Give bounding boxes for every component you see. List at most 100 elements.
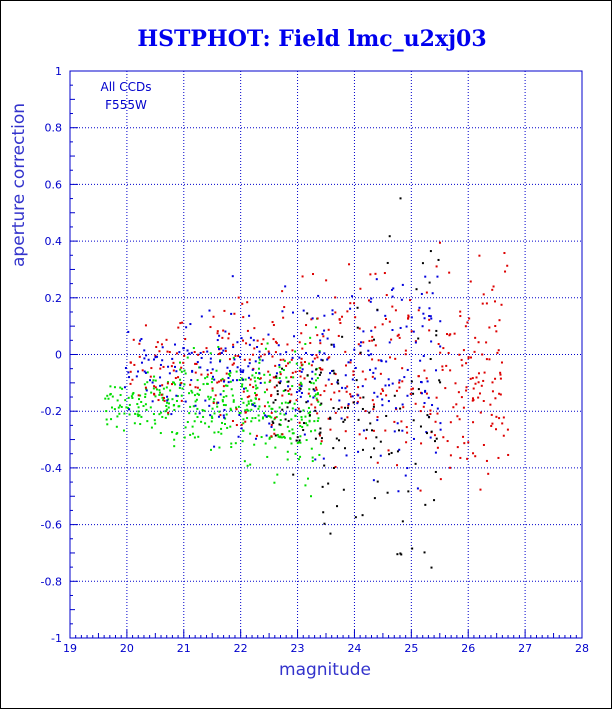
data-point: [318, 373, 321, 376]
data-point: [143, 370, 146, 373]
data-point: [331, 313, 334, 316]
data-point: [376, 461, 379, 464]
data-point: [242, 429, 245, 432]
data-point: [495, 330, 498, 333]
data-point: [401, 283, 404, 286]
data-point: [209, 357, 212, 360]
data-point: [423, 402, 426, 405]
data-point: [242, 378, 245, 381]
data-point: [271, 321, 274, 324]
data-point: [263, 405, 266, 408]
data-point: [284, 412, 287, 415]
data-point: [307, 392, 310, 395]
data-point: [435, 369, 438, 372]
data-point: [211, 389, 214, 392]
data-point: [137, 406, 140, 409]
data-point: [319, 339, 322, 342]
data-point: [128, 376, 131, 379]
data-point: [285, 376, 288, 379]
data-point: [465, 386, 468, 389]
data-point: [266, 388, 269, 391]
data-point: [291, 356, 294, 359]
data-point: [276, 390, 279, 393]
data-point: [295, 439, 298, 442]
data-point: [321, 368, 324, 371]
data-point: [137, 415, 140, 418]
data-point: [182, 347, 185, 350]
data-point: [439, 428, 442, 431]
data-point: [138, 355, 141, 358]
data-point: [481, 353, 484, 356]
data-point: [258, 377, 261, 380]
data-point: [160, 411, 163, 414]
data-point: [314, 393, 317, 396]
data-point: [278, 377, 281, 380]
data-point: [225, 413, 228, 416]
data-point: [272, 376, 275, 379]
data-point: [264, 347, 267, 350]
data-point: [224, 423, 227, 426]
data-point: [220, 432, 223, 435]
data-point: [458, 353, 461, 356]
data-point: [239, 411, 242, 414]
data-point: [461, 364, 464, 367]
y-tick-label: -1: [51, 632, 62, 645]
data-point: [445, 364, 448, 367]
data-point: [306, 374, 309, 377]
data-point: [135, 375, 138, 378]
data-point: [288, 401, 291, 404]
data-point: [331, 369, 334, 372]
data-point: [161, 396, 164, 399]
data-point: [298, 369, 301, 372]
data-point: [162, 387, 165, 390]
data-point: [127, 407, 130, 410]
data-point: [359, 344, 362, 347]
data-point: [231, 363, 234, 366]
data-point: [137, 394, 140, 397]
data-point: [430, 566, 433, 569]
data-point: [336, 505, 339, 508]
data-point: [245, 342, 248, 345]
data-point: [182, 361, 185, 364]
data-point: [465, 362, 468, 365]
data-point: [327, 482, 330, 485]
data-point: [171, 431, 174, 434]
data-point: [495, 428, 498, 431]
data-point: [180, 382, 183, 385]
data-point: [477, 372, 480, 375]
data-point: [282, 358, 285, 361]
data-point: [260, 342, 263, 345]
data-point: [298, 383, 301, 386]
data-point: [204, 399, 207, 402]
data-point: [379, 440, 382, 443]
data-point: [436, 412, 439, 415]
data-point: [414, 402, 417, 405]
data-point: [263, 373, 266, 376]
data-point: [199, 351, 202, 354]
data-point: [253, 327, 256, 330]
data-point: [139, 423, 142, 426]
data-point: [316, 419, 319, 422]
data-point: [304, 343, 307, 346]
data-point: [308, 362, 311, 365]
data-point: [338, 390, 341, 393]
data-point: [396, 334, 399, 337]
data-point: [291, 311, 294, 314]
data-point: [344, 387, 347, 390]
data-point: [314, 373, 317, 376]
data-point: [158, 391, 161, 394]
data-point: [380, 359, 383, 362]
data-point: [317, 417, 320, 420]
data-point: [323, 314, 326, 317]
data-point: [369, 273, 372, 276]
data-point: [304, 415, 307, 418]
data-point: [316, 399, 319, 402]
data-point: [391, 295, 394, 298]
data-point: [339, 322, 342, 325]
data-point: [343, 418, 346, 421]
data-point: [289, 399, 292, 402]
data-point: [287, 402, 290, 405]
data-point: [391, 382, 394, 385]
data-point: [299, 410, 302, 413]
y-tick-label: 0: [55, 349, 62, 362]
